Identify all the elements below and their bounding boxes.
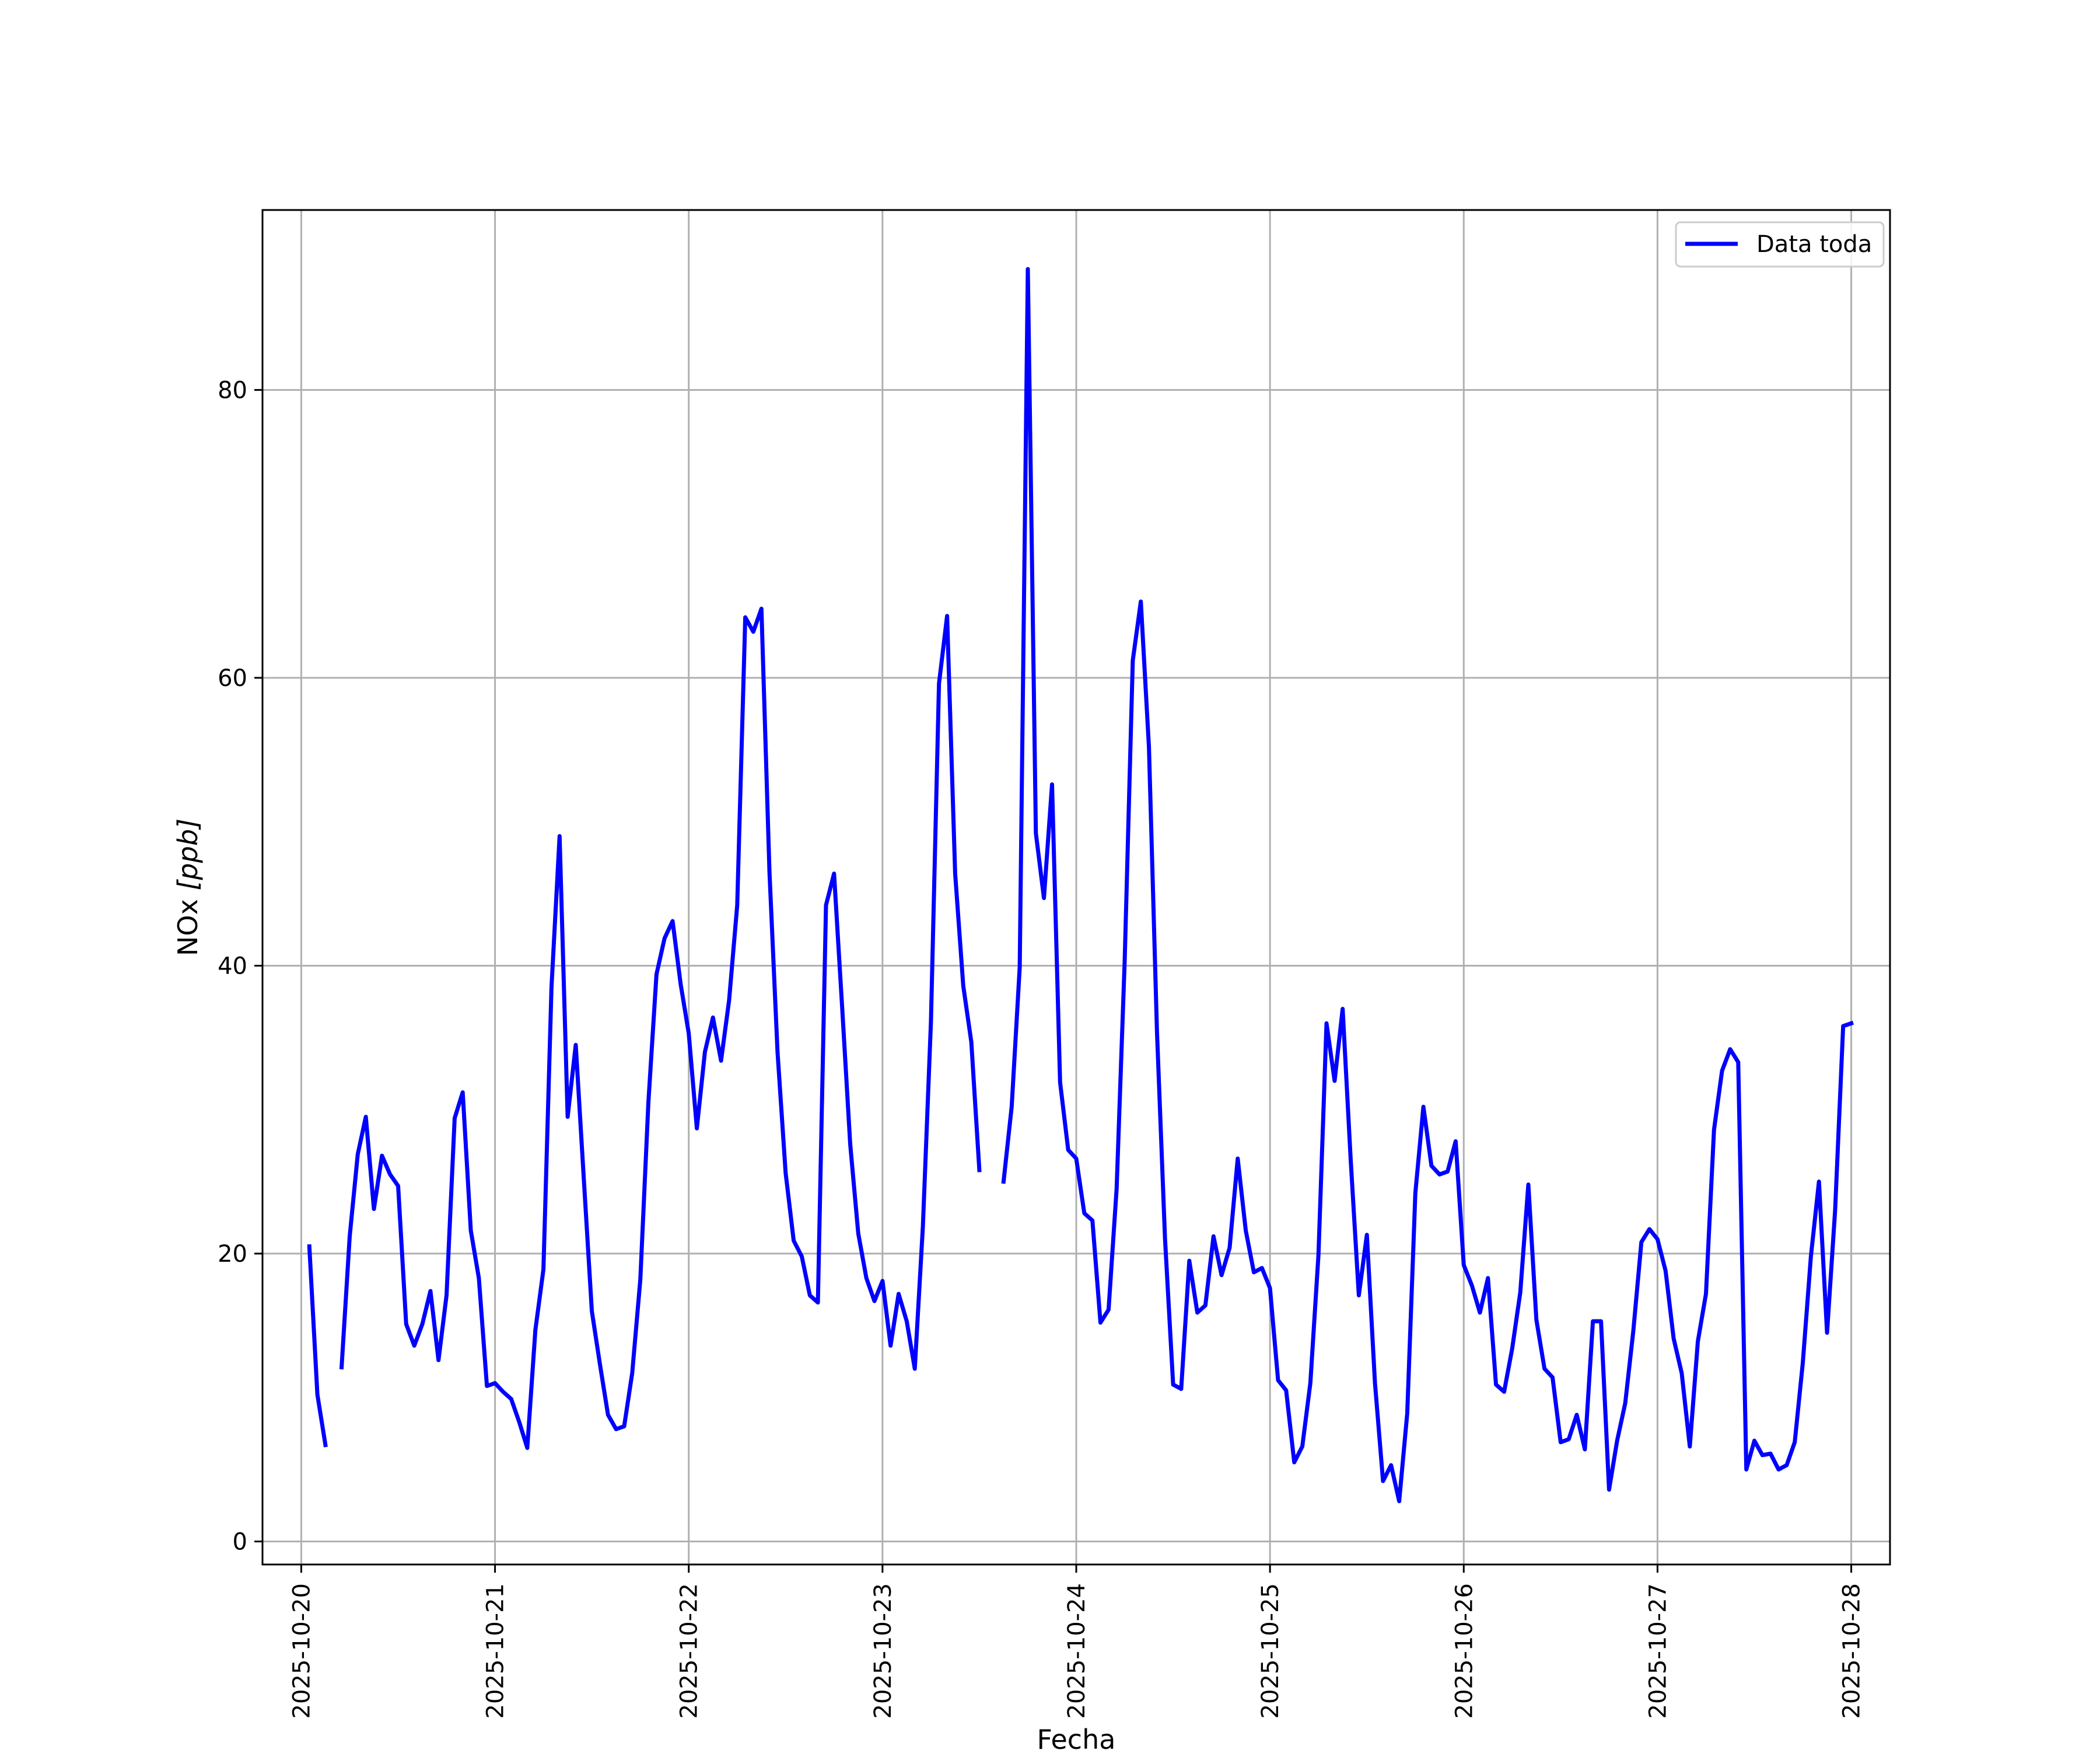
y-tick-label: 40	[218, 953, 247, 979]
legend: Data toda	[1675, 221, 1885, 268]
series-lines	[307, 267, 1854, 1503]
series-line-segment	[1001, 267, 1854, 1503]
legend-label: Data toda	[1756, 231, 1872, 258]
y-tick-label: 20	[218, 1241, 247, 1268]
x-axis-label: Fecha	[1037, 1724, 1116, 1750]
y-tick-label: 0	[233, 1529, 247, 1556]
y-axis-label-main: NOx	[172, 891, 204, 956]
x-tick-label: 2025-10-21	[482, 1583, 509, 1718]
x-tick-label: 2025-10-28	[1839, 1583, 1866, 1718]
y-axis-label: NOx [ppb]	[172, 818, 204, 956]
y-tick-label: 60	[218, 665, 247, 692]
y-tick-labels: 0 20 40 60 80	[218, 377, 247, 1555]
x-tick-label: 2025-10-22	[676, 1583, 703, 1718]
series-line-segment	[307, 1244, 328, 1448]
x-tick-label: 2025-10-20	[288, 1583, 315, 1718]
legend-box	[1675, 221, 1885, 268]
y-axis-label-unit: [ppb]	[172, 818, 204, 891]
x-tick-label: 2025-10-27	[1644, 1583, 1671, 1718]
y-tick-label: 80	[218, 377, 247, 404]
axis-ticks	[254, 388, 1853, 1573]
x-tick-label: 2025-10-24	[1063, 1583, 1090, 1718]
grid-lines	[262, 210, 1890, 1564]
series-line-segment	[339, 607, 982, 1450]
x-tick-label: 2025-10-25	[1257, 1583, 1284, 1718]
x-tick-label: 2025-10-26	[1451, 1583, 1478, 1718]
x-tick-labels: 2025-10-20 2025-10-21 2025-10-22 2025-10-23…	[288, 1583, 1865, 1718]
x-tick-label: 2025-10-23	[870, 1583, 897, 1718]
